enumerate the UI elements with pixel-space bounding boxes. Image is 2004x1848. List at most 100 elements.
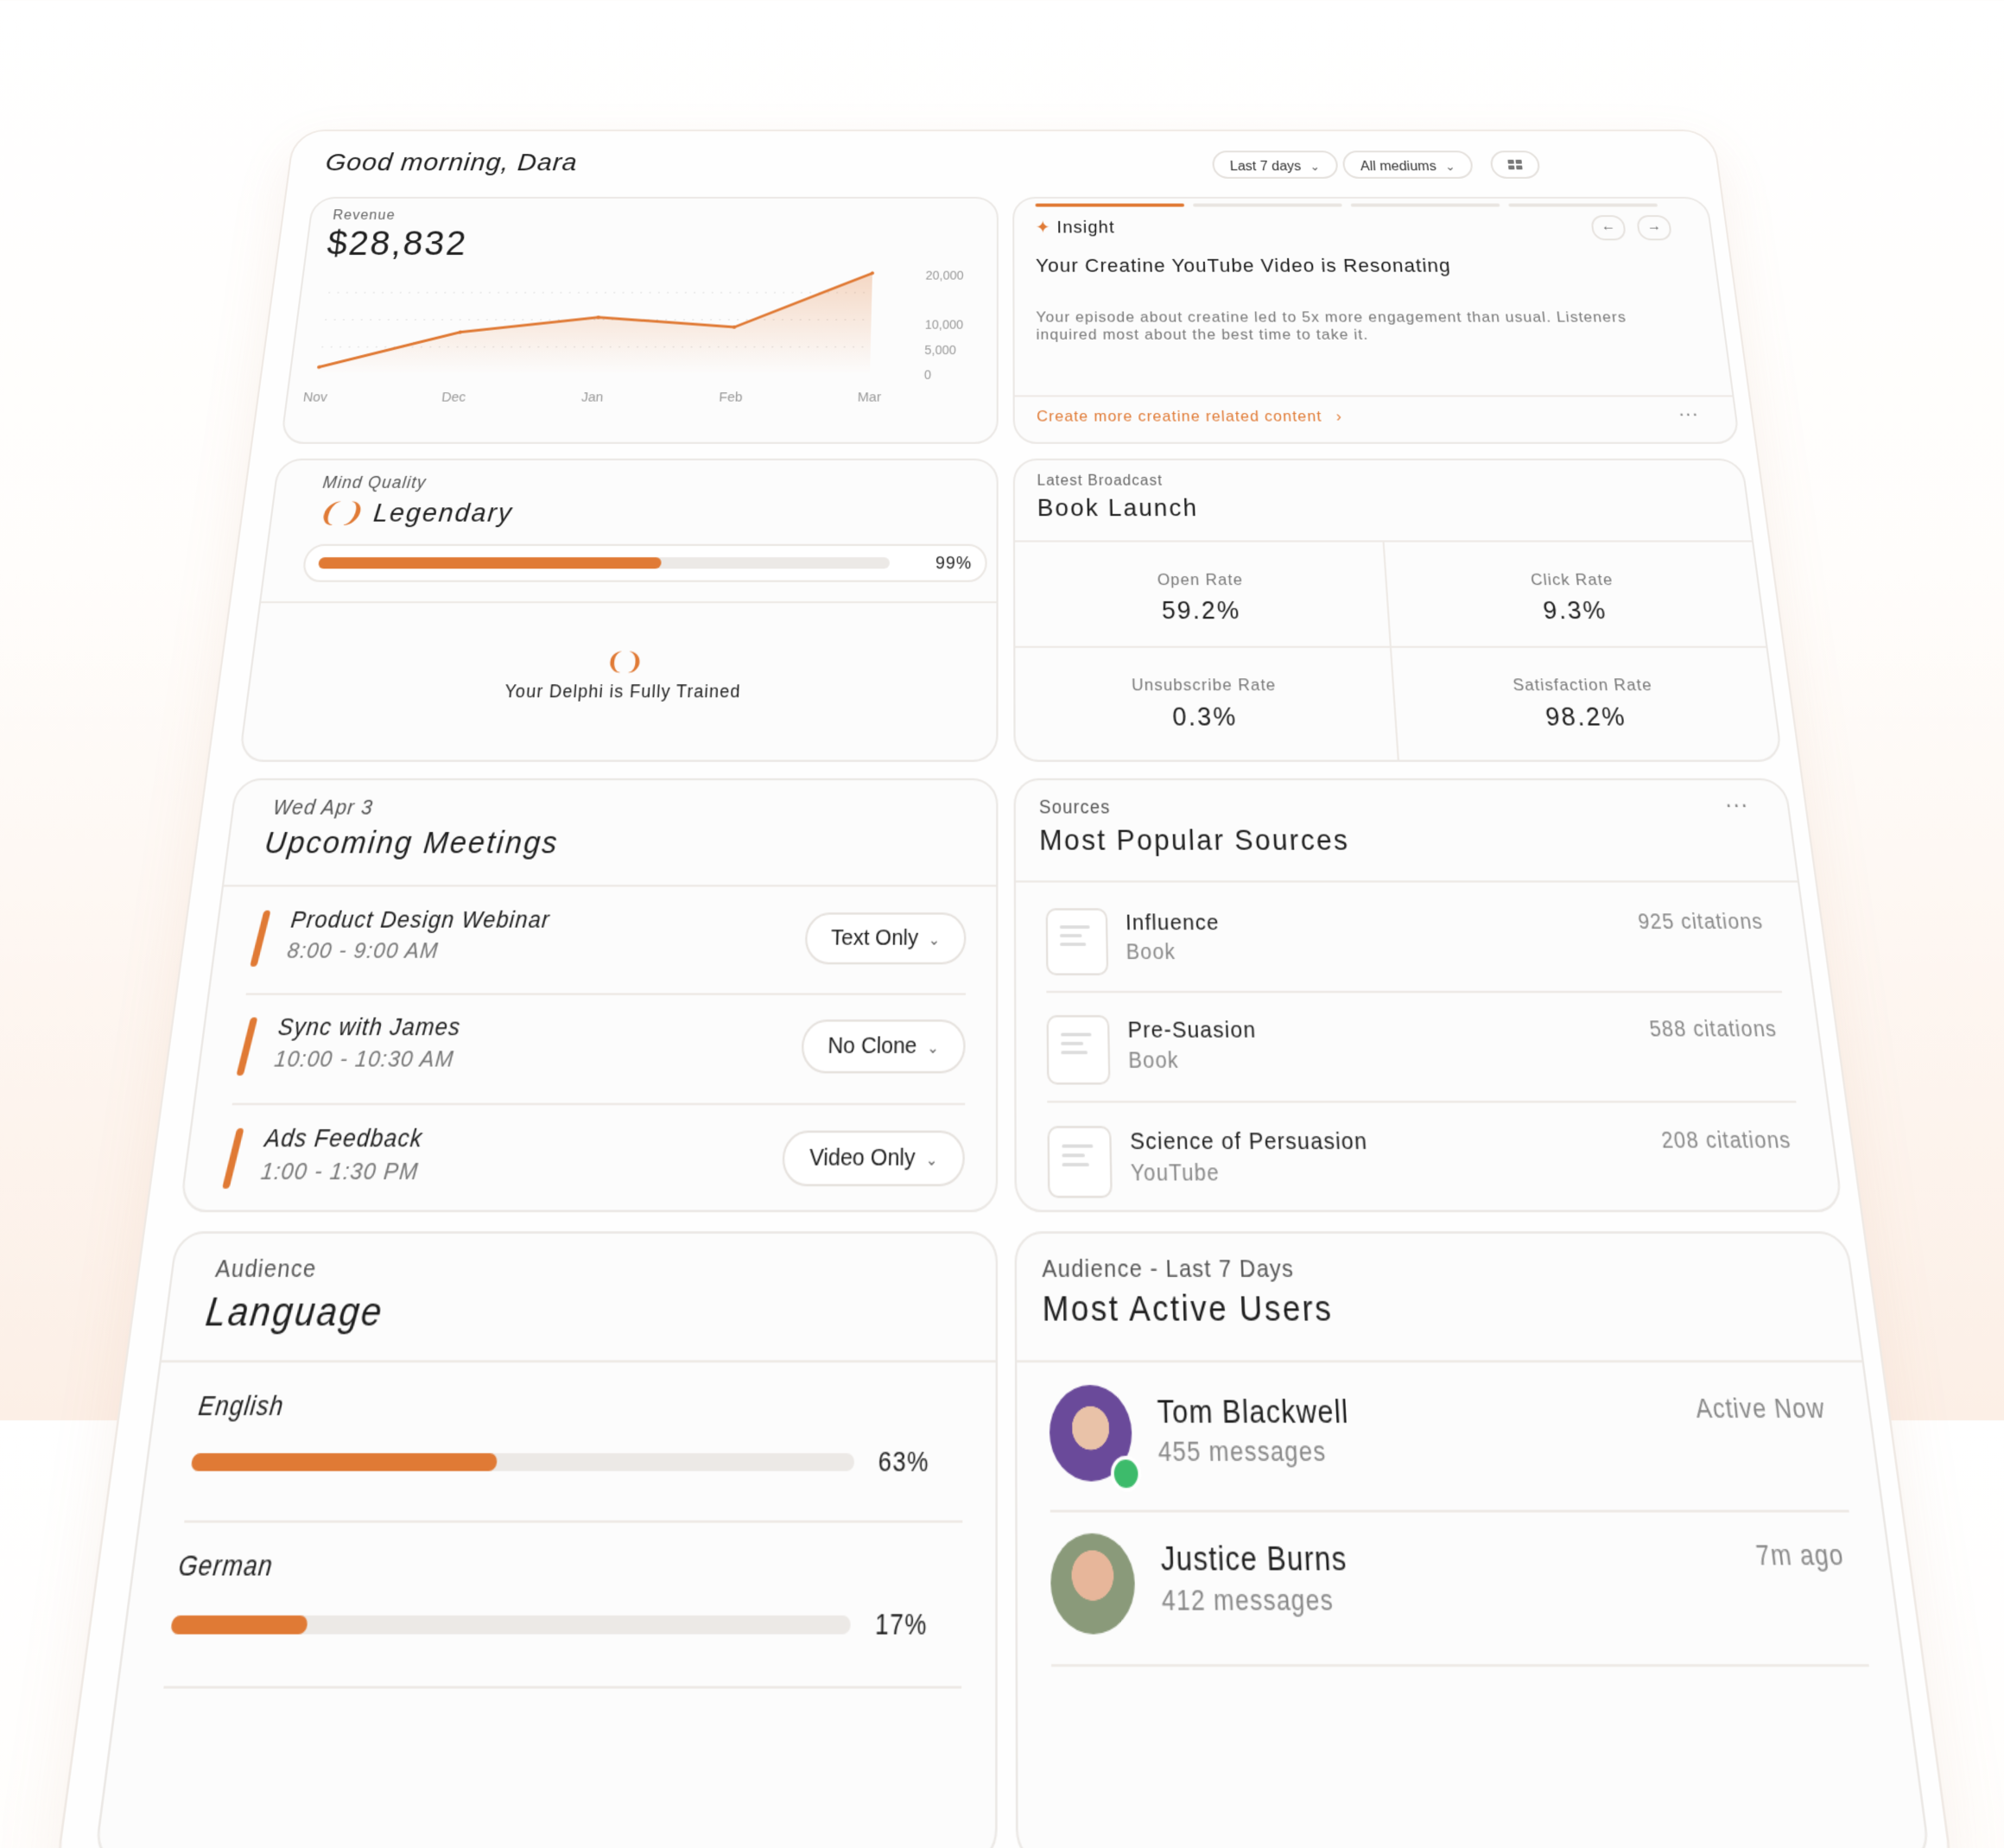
- meeting-row[interactable]: Product Design Webinar 8:00 - 9:00 AM Te…: [210, 889, 996, 993]
- meeting-stripe: [236, 1017, 257, 1076]
- meeting-title: Sync with James: [276, 1013, 462, 1042]
- meeting-time: 10:00 - 10:30 AM: [273, 1046, 455, 1073]
- insight-card: ✦ Insight ← → Your Creatine YouTube Vide…: [1012, 197, 1741, 444]
- source-row[interactable]: Pre-Suasion Book 588 citations: [1016, 995, 1826, 1098]
- user-row[interactable]: Justice Burns 412 messages 7m ago: [1018, 1518, 1901, 1651]
- meetings-divider: [224, 885, 996, 886]
- mind-quality-progress: 99%: [301, 544, 987, 582]
- meeting-mode-dropdown[interactable]: No Clone ⌄: [801, 1019, 966, 1073]
- meeting-title: Ads Feedback: [263, 1124, 424, 1154]
- sparkle-icon: ✦: [1036, 219, 1051, 237]
- document-icon: [1047, 1015, 1111, 1085]
- source-row[interactable]: Science of Persuasion YouTube 208 citati…: [1017, 1105, 1842, 1212]
- revenue-area: [318, 273, 872, 374]
- source-citations: 208 citations: [1660, 1128, 1792, 1155]
- metric-value: 0.3%: [1016, 702, 1396, 733]
- mind-quality-fill: [318, 557, 662, 568]
- x-tick-label: Mar: [858, 391, 882, 405]
- language-divider: [163, 1686, 961, 1688]
- source-name: Pre-Suasion: [1127, 1017, 1257, 1044]
- meeting-mode-label: Video Only: [809, 1145, 915, 1172]
- metric-value: 98.2%: [1395, 702, 1777, 733]
- revenue-point: [871, 271, 874, 275]
- next-arrow-icon[interactable]: →: [1636, 215, 1672, 240]
- x-tick-label: Feb: [719, 391, 743, 405]
- y-tick-label: 5,000: [924, 343, 956, 357]
- user-name: Tom Blackwell: [1157, 1393, 1350, 1432]
- metric-label: Satisfaction Rate: [1393, 676, 1773, 695]
- medium-filter-dropdown[interactable]: All mediums ⌄: [1342, 150, 1474, 178]
- period-filter-label: Last 7 days: [1230, 160, 1302, 174]
- mind-quality-track: [318, 557, 890, 568]
- source-row[interactable]: Influence Book 925 citations: [1016, 889, 1811, 988]
- mind-quality-card: Mind Quality ❨❩ Legendary 99% ❨❩ Your De…: [238, 459, 999, 762]
- meeting-title: Product Design Webinar: [289, 906, 551, 934]
- prev-arrow-icon[interactable]: ←: [1590, 215, 1627, 240]
- mind-quality-label: Mind Quality: [321, 473, 427, 492]
- source-name: Influence: [1126, 911, 1221, 937]
- source-citations: 588 citations: [1648, 1017, 1779, 1043]
- meeting-row[interactable]: Ads Feedback 1:00 - 1:30 PM Video Only ⌄: [181, 1105, 996, 1212]
- stage: Good morning, Dara Last 7 days ⌄ All medi…: [0, 0, 2004, 1420]
- document-icon: [1046, 908, 1109, 975]
- insight-progress-step: [1508, 204, 1658, 207]
- source-type: YouTube: [1131, 1160, 1221, 1187]
- y-tick-label: 10,000: [925, 318, 964, 332]
- meeting-row[interactable]: Sync with James 10:00 - 10:30 AM No Clon…: [195, 995, 996, 1103]
- meeting-mode-label: Text Only: [831, 925, 919, 950]
- laurel-icon: ❨❩: [315, 499, 366, 528]
- metric-label: Open Rate: [1015, 570, 1386, 589]
- revenue-chart: Nov Dec Jan Feb Mar 20,000 10,000 5,000 0: [282, 199, 997, 442]
- active-users-divider: [1051, 1664, 1869, 1667]
- sources-label: Sources: [1039, 797, 1111, 818]
- broadcast-card: Latest Broadcast Book Launch Open Rate 5…: [1013, 459, 1784, 762]
- grid-layout-icon: [1491, 152, 1538, 176]
- medium-filter-label: All mediums: [1360, 160, 1436, 174]
- x-tick-label: Jan: [580, 391, 604, 405]
- x-tick-label: Dec: [441, 391, 466, 405]
- meeting-stripe: [222, 1128, 244, 1189]
- language-name: English: [197, 1390, 286, 1423]
- satisfaction-rate-metric: Satisfaction Rate 98.2%: [1393, 676, 1777, 733]
- language-track: [170, 1616, 851, 1635]
- broadcast-divider: [1015, 646, 1766, 648]
- source-name: Science of Persuasion: [1130, 1128, 1368, 1156]
- language-fill: [170, 1616, 308, 1635]
- user-row[interactable]: Tom Blackwell 455 messages Active Now: [1017, 1373, 1880, 1500]
- broadcast-title: Book Launch: [1037, 493, 1199, 522]
- chevron-right-icon: ›: [1335, 408, 1342, 425]
- user-name: Justice Burns: [1160, 1539, 1348, 1579]
- chevron-down-icon: ⌄: [1309, 152, 1321, 180]
- metric-label: Click Rate: [1386, 570, 1759, 589]
- open-rate-metric: Open Rate 59.2%: [1015, 570, 1388, 626]
- insight-divider: [1015, 395, 1733, 397]
- chevron-down-icon: ⌄: [925, 1134, 938, 1185]
- y-tick-label: 20,000: [925, 270, 963, 283]
- more-options-icon[interactable]: ···: [1723, 791, 1750, 820]
- insight-cta-link[interactable]: Create more creatine related content ›: [1037, 408, 1343, 426]
- period-filter-dropdown[interactable]: Last 7 days ⌄: [1212, 150, 1338, 178]
- meeting-mode-label: No Clone: [828, 1033, 917, 1059]
- meetings-title: Upcoming Meetings: [263, 826, 561, 861]
- more-options-icon[interactable]: ···: [1677, 403, 1700, 426]
- layout-toggle-button[interactable]: [1489, 150, 1541, 178]
- meeting-stripe: [250, 911, 271, 967]
- meeting-mode-dropdown[interactable]: Video Only ⌄: [782, 1131, 965, 1187]
- laurel-icon: ❨❩: [251, 648, 996, 676]
- language-name: German: [176, 1549, 275, 1584]
- active-users-title: Most Active Users: [1043, 1289, 1335, 1330]
- mind-quality-divider: [261, 601, 996, 603]
- meeting-time: 8:00 - 9:00 AM: [286, 938, 440, 964]
- meeting-mode-dropdown[interactable]: Text Only ⌄: [804, 912, 967, 964]
- insight-progress-step: [1193, 204, 1342, 207]
- meetings-card: Wed Apr 3 Upcoming Meetings Product Desi…: [179, 778, 998, 1212]
- sources-divider: [1047, 1101, 1796, 1103]
- click-rate-metric: Click Rate 9.3%: [1386, 570, 1763, 626]
- active-users-divider: [1050, 1510, 1849, 1513]
- unsubscribe-rate-metric: Unsubscribe Rate 0.3%: [1015, 676, 1395, 733]
- trained-status: Your Delphi is Fully Trained: [248, 682, 996, 702]
- revenue-card: Revenue $28,832 Nov Dec Jan Feb Mar 20,000 10,…: [280, 197, 999, 444]
- language-divider: [162, 1360, 996, 1362]
- language-fill: [191, 1453, 498, 1471]
- chevron-down-icon: ⌄: [928, 916, 940, 963]
